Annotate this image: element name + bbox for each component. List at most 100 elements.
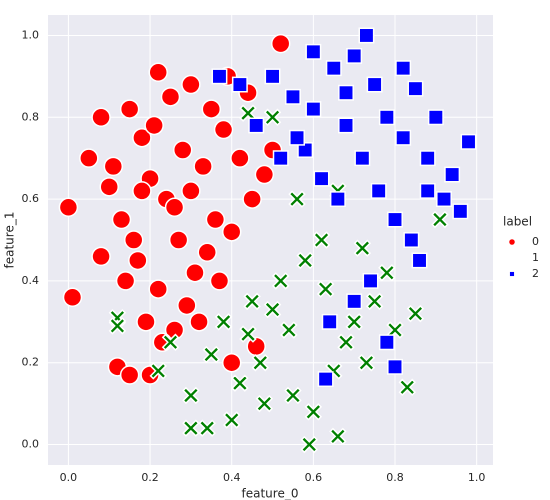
point — [254, 164, 275, 185]
y-tick-label: 0.0 — [22, 438, 40, 451]
point — [304, 403, 323, 421]
point — [427, 109, 444, 126]
x-tick-label: 0.6 — [305, 471, 323, 484]
point — [132, 181, 152, 201]
point — [362, 272, 379, 289]
point — [91, 107, 111, 128]
point — [285, 88, 301, 105]
point — [271, 272, 290, 290]
point — [264, 68, 281, 85]
point — [329, 427, 347, 446]
point — [230, 148, 250, 168]
point — [337, 333, 355, 351]
point — [197, 242, 217, 263]
point — [395, 60, 412, 77]
point — [242, 189, 262, 209]
point — [305, 43, 322, 60]
point — [181, 74, 201, 95]
point — [395, 129, 412, 146]
point — [346, 47, 363, 64]
point — [160, 87, 181, 107]
point — [213, 119, 234, 140]
point — [313, 170, 330, 187]
point — [221, 222, 242, 242]
point — [345, 313, 363, 331]
point — [91, 246, 111, 267]
x-tick-label: 0.4 — [223, 471, 241, 484]
point — [99, 177, 119, 197]
point — [353, 239, 372, 257]
point — [452, 203, 469, 220]
point — [387, 211, 403, 228]
point — [255, 394, 274, 413]
point — [387, 358, 403, 375]
point — [411, 252, 428, 269]
point — [177, 295, 197, 316]
point — [193, 156, 213, 177]
point — [378, 334, 395, 351]
point — [312, 231, 331, 249]
y-tick-label: 0.8 — [22, 110, 40, 123]
point — [181, 181, 201, 201]
x-tick-label: 0.2 — [141, 471, 159, 484]
point — [239, 325, 257, 343]
point — [161, 333, 180, 351]
point — [79, 148, 99, 168]
point — [329, 191, 346, 208]
point — [214, 313, 233, 331]
point — [357, 354, 376, 372]
point — [354, 150, 371, 167]
point — [419, 150, 436, 167]
point — [317, 371, 334, 388]
x-tick-label: 0.0 — [60, 471, 78, 484]
point — [115, 271, 136, 291]
point — [406, 304, 425, 323]
point — [366, 76, 383, 93]
point — [378, 264, 396, 282]
point — [221, 352, 242, 373]
legend-title: label — [503, 215, 532, 229]
point — [316, 280, 335, 298]
point — [149, 362, 167, 380]
point — [270, 33, 291, 54]
point — [136, 312, 156, 332]
point — [251, 354, 270, 372]
point — [231, 76, 248, 93]
point — [202, 345, 221, 364]
point — [111, 209, 132, 230]
point — [209, 271, 230, 291]
point — [205, 209, 226, 230]
point — [148, 62, 168, 83]
point — [144, 115, 164, 136]
point — [305, 101, 322, 118]
point — [58, 197, 79, 218]
y-tick-label: 0.4 — [22, 274, 40, 287]
legend-marker — [507, 253, 517, 263]
point — [103, 156, 124, 177]
y-tick-label: 0.6 — [22, 192, 40, 205]
y-tick-label: 1.0 — [22, 28, 40, 41]
point — [403, 232, 420, 248]
point — [365, 292, 384, 311]
legend-label: 0 — [532, 235, 539, 248]
y-axis-label: feature_1 — [3, 212, 17, 269]
point — [211, 68, 228, 85]
point — [460, 133, 477, 150]
point — [272, 150, 289, 167]
point — [280, 321, 298, 339]
point — [201, 99, 222, 119]
point — [231, 374, 249, 392]
y-tick-label: 0.2 — [22, 356, 40, 369]
point — [168, 230, 189, 250]
point — [119, 99, 140, 119]
legend-label: 1 — [532, 251, 539, 264]
point — [284, 386, 302, 405]
point — [119, 365, 140, 385]
point — [436, 191, 452, 208]
point — [123, 230, 144, 250]
point — [288, 190, 306, 208]
point — [108, 317, 127, 335]
point — [321, 313, 338, 330]
point — [378, 109, 395, 126]
